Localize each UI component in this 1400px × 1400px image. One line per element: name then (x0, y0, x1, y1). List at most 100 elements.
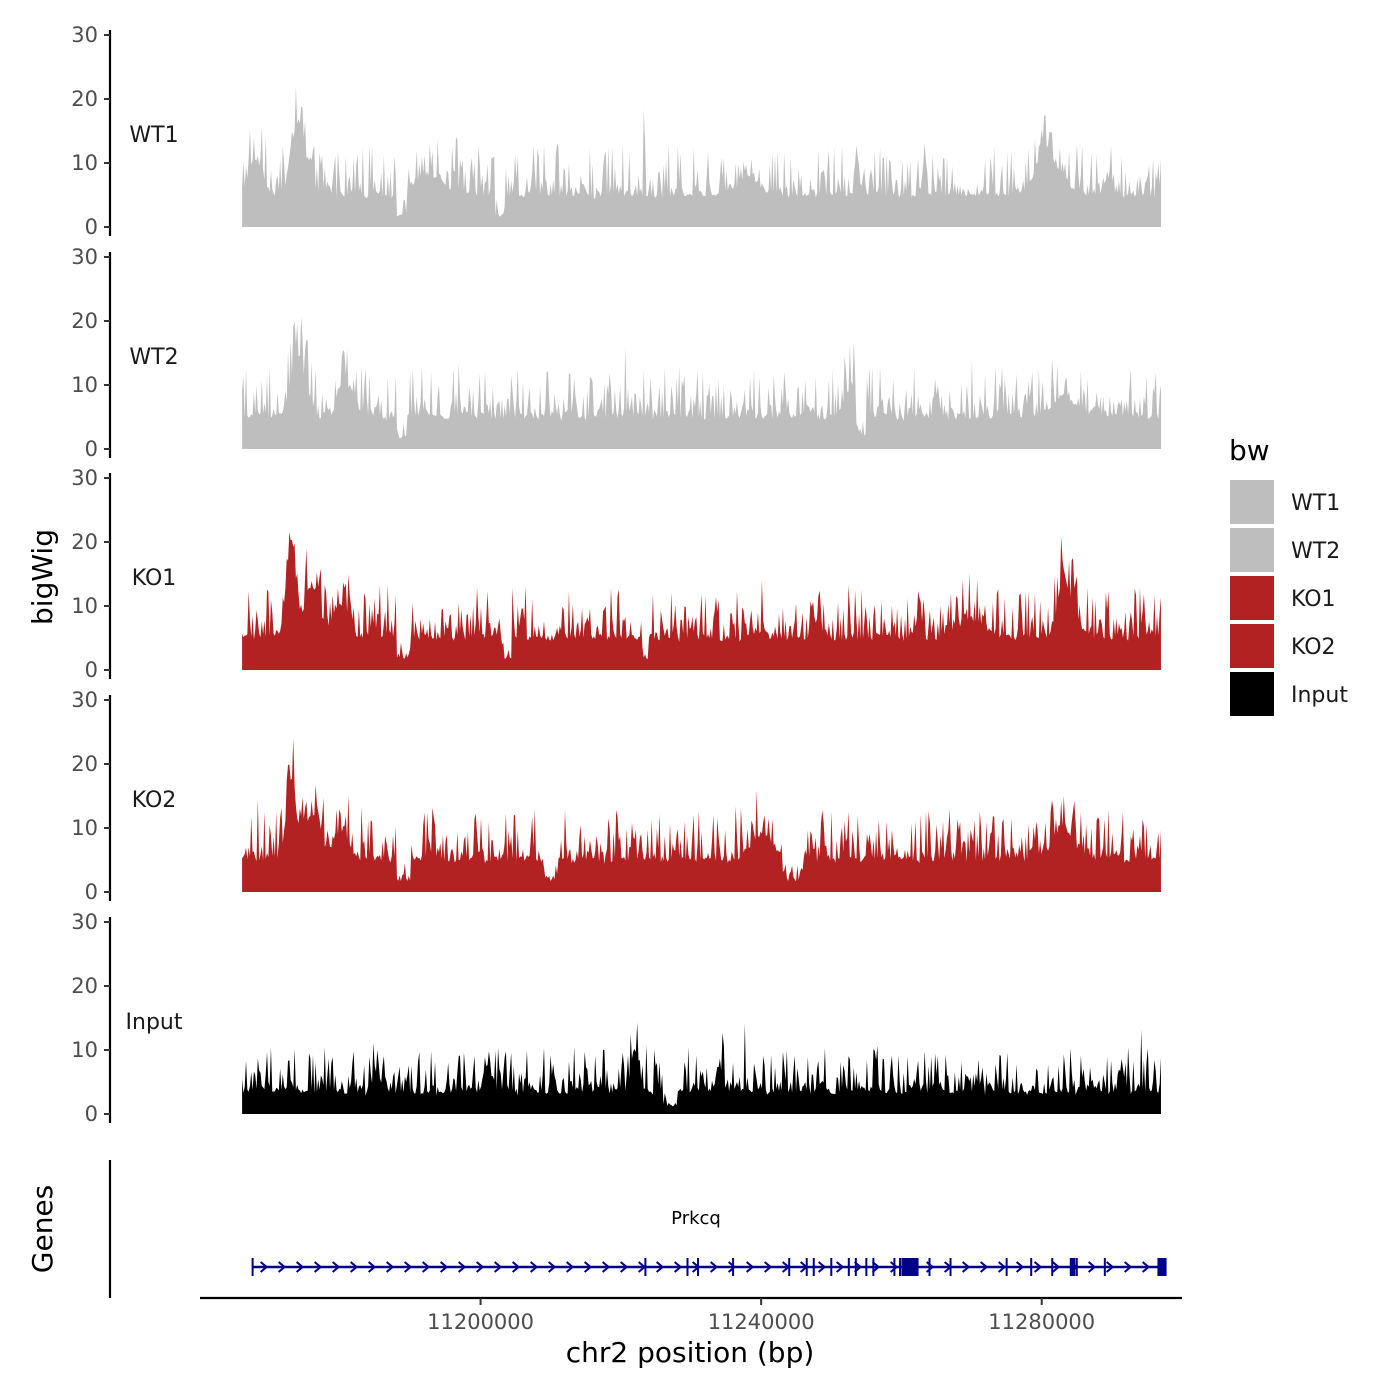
strand-arrow (619, 1261, 629, 1273)
strand-arrow (403, 1261, 413, 1273)
y-tick-label: 0 (85, 880, 98, 904)
strand-arrow (259, 1261, 269, 1273)
strand-arrow (583, 1261, 593, 1273)
track-label-wt2: WT2 (129, 345, 178, 370)
y-tick-label: 20 (71, 752, 98, 776)
strand-arrow (1015, 1261, 1025, 1273)
signal-area-wt1 (242, 86, 1161, 228)
strand-arrow (1033, 1261, 1043, 1273)
legend-label-wt1: WT1 (1291, 491, 1340, 516)
y-tick-label: 10 (71, 594, 98, 618)
y-tick-label: 20 (71, 974, 98, 998)
y-tick-label: 20 (71, 87, 98, 111)
track-label-wt1: WT1 (129, 123, 178, 148)
strand-arrow (331, 1261, 341, 1273)
strand-arrow (277, 1261, 287, 1273)
strand-arrow (367, 1261, 377, 1273)
strand-arrow (655, 1261, 665, 1273)
strand-arrow (601, 1261, 611, 1273)
legend-swatch-ko1 (1230, 576, 1274, 620)
y-tick-label: 10 (71, 373, 98, 397)
track-wt2: 0 10 20 30 WT2 (71, 245, 1161, 461)
strand-arrow (565, 1261, 575, 1273)
strand-arrow (349, 1261, 359, 1273)
strand-arrow (817, 1261, 827, 1273)
legend-swatch-input (1230, 672, 1274, 716)
legend-swatch-wt1 (1230, 480, 1274, 524)
legend: bw WT1 WT2 KO1 KO2 Input (1229, 434, 1348, 716)
strand-arrow (1051, 1261, 1061, 1273)
x-axis: 11200000 11240000 11280000 (200, 1296, 1182, 1334)
y-tick-label: 20 (71, 530, 98, 554)
strand-arrow (745, 1261, 755, 1273)
strand-arrow (835, 1261, 845, 1273)
track-input: 0 10 20 30 Input (71, 910, 1161, 1126)
y-tick-label: 30 (71, 245, 98, 269)
y-tick-label: 30 (71, 688, 98, 712)
legend-label-input: Input (1291, 683, 1348, 708)
gene-name-label: Prkcq (671, 1208, 721, 1229)
track-ko2: 0 10 20 30 KO2 (71, 688, 1161, 904)
strand-arrow (763, 1261, 773, 1273)
signal-area-wt2 (242, 316, 1161, 449)
exon-block (901, 1258, 918, 1276)
strand-arrow (997, 1261, 1007, 1273)
exon-block (1069, 1258, 1076, 1276)
signal-area-ko1 (242, 532, 1161, 670)
strand-arrow (385, 1261, 395, 1273)
strand-arrow (457, 1261, 467, 1273)
legend-label-ko1: KO1 (1291, 587, 1336, 612)
y-tick-label: 30 (71, 910, 98, 934)
track-label-ko2: KO2 (132, 788, 177, 813)
strand-arrow (1105, 1261, 1115, 1273)
y-tick-label: 10 (71, 151, 98, 175)
track-label-ko1: KO1 (132, 566, 177, 591)
track-wt1: 0 10 20 30 WT1 (71, 23, 1161, 239)
gene-track: Prkcq (108, 1160, 1167, 1298)
y-tick-label: 20 (71, 309, 98, 333)
y-tick-label: 0 (85, 437, 98, 461)
strand-arrow (1123, 1261, 1133, 1273)
strand-arrow (475, 1261, 485, 1273)
strand-arrow (547, 1261, 557, 1273)
x-tick-label: 11200000 (427, 1310, 534, 1334)
strand-arrow (709, 1261, 719, 1273)
strand-arrow (439, 1261, 449, 1273)
strand-arrow (493, 1261, 503, 1273)
legend-title: bw (1229, 434, 1270, 467)
strand-arrow (961, 1261, 971, 1273)
legend-swatch-ko2 (1230, 624, 1274, 668)
y-tick-label: 0 (85, 1102, 98, 1126)
strand-arrow (727, 1261, 737, 1273)
legend-label-wt2: WT2 (1291, 539, 1340, 564)
y-tick-label: 0 (85, 658, 98, 682)
strand-arrow (295, 1261, 305, 1273)
y-tick-label: 0 (85, 215, 98, 239)
x-axis-title: chr2 position (bp) (566, 1336, 815, 1369)
strand-arrow (1087, 1261, 1097, 1273)
strand-arrow (979, 1261, 989, 1273)
x-tick-label: 11240000 (708, 1310, 815, 1334)
genes-track-title: Genes (26, 1185, 59, 1273)
track-ko1: 0 10 20 30 KO1 (71, 466, 1161, 682)
strand-arrow (313, 1261, 323, 1273)
y-tick-label: 10 (71, 816, 98, 840)
signal-area-ko2 (242, 738, 1161, 892)
strand-arrow (889, 1261, 899, 1273)
legend-label-ko2: KO2 (1291, 635, 1336, 660)
y-tick-label: 30 (71, 466, 98, 490)
strand-arrow (1141, 1261, 1151, 1273)
strand-arrow (871, 1261, 881, 1273)
strand-arrow (511, 1261, 521, 1273)
x-tick-label: 11280000 (988, 1310, 1095, 1334)
strand-arrow (673, 1261, 683, 1273)
track-label-input: Input (126, 1010, 183, 1035)
signal-area-input (242, 1022, 1161, 1114)
strand-arrow (529, 1261, 539, 1273)
exon-block (1157, 1258, 1167, 1276)
strand-arrow (421, 1261, 431, 1273)
legend-swatch-wt2 (1230, 528, 1274, 572)
y-axis-title: bigWig (26, 529, 59, 625)
y-tick-label: 10 (71, 1038, 98, 1062)
